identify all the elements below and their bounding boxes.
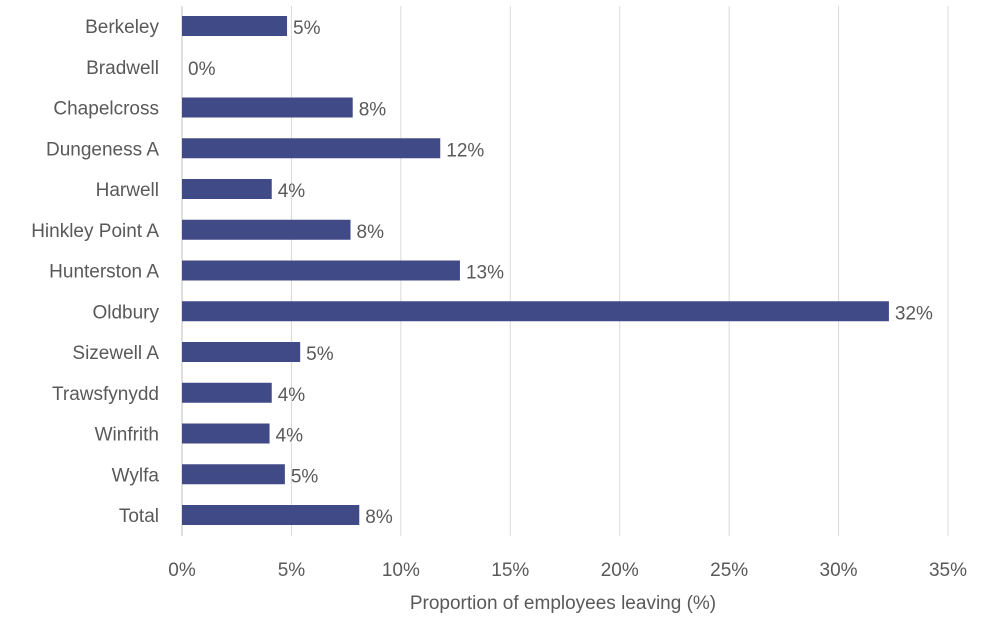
- data-label: 5%: [306, 344, 334, 365]
- bar: [182, 342, 301, 362]
- data-label: 13%: [466, 263, 504, 284]
- category-label: Sizewell A: [72, 343, 159, 364]
- bar: [182, 138, 441, 159]
- category-label: Wylfa: [112, 465, 160, 486]
- category-label: Hinkley Point A: [31, 221, 159, 242]
- bar: [182, 382, 272, 403]
- bar: [182, 464, 285, 485]
- category-label: Berkeley: [85, 17, 159, 38]
- data-label: 8%: [365, 507, 393, 528]
- category-label: Bradwell: [86, 58, 159, 79]
- bar: [182, 260, 460, 281]
- data-label: 5%: [291, 466, 319, 487]
- category-label: Dungeness A: [46, 139, 159, 160]
- bar: [182, 179, 272, 199]
- category-label: Harwell: [96, 180, 159, 201]
- category-label: Trawsfynydd: [52, 384, 159, 405]
- x-axis-title: Proportion of employees leaving (%): [410, 593, 716, 614]
- x-tick-labels: 0% 5% 10% 15% 20% 25% 30% 35%: [168, 560, 967, 581]
- data-label: 4%: [276, 426, 304, 447]
- x-tick-label: 10%: [382, 560, 420, 581]
- data-label: 4%: [278, 181, 306, 202]
- x-tick-label: 25%: [710, 560, 748, 581]
- bar: [182, 505, 360, 525]
- bars: [182, 16, 889, 525]
- x-tick-label: 15%: [491, 560, 529, 581]
- category-label: Chapelcross: [53, 99, 159, 120]
- bar: [182, 219, 351, 240]
- bar: [182, 16, 288, 36]
- category-label: Oldbury: [92, 302, 159, 323]
- data-labels: 5%0%8%12%4%8%13%32%5%4%4%5%8%: [188, 18, 933, 528]
- x-tick-label: 5%: [278, 560, 306, 581]
- data-label: 0%: [188, 59, 216, 80]
- category-labels: Berkeley Bradwell Chapelcross Dungeness A Ha…: [31, 17, 159, 527]
- data-label: 4%: [278, 385, 306, 406]
- category-label: Total: [119, 506, 159, 527]
- data-label: 32%: [895, 303, 933, 324]
- x-tick-label: 0%: [168, 560, 196, 581]
- data-label: 5%: [293, 18, 321, 39]
- gridlines: [181, 6, 949, 536]
- data-label: 8%: [357, 222, 385, 243]
- x-tick-label: 35%: [929, 560, 967, 581]
- bar: [182, 423, 270, 444]
- category-label: Hunterston A: [49, 262, 159, 283]
- bar: [182, 97, 353, 118]
- data-label: 12%: [446, 140, 484, 161]
- category-label: Winfrith: [95, 425, 159, 446]
- bar: [182, 301, 889, 322]
- x-tick-label: 20%: [601, 560, 639, 581]
- x-tick-label: 30%: [820, 560, 858, 581]
- data-label: 8%: [359, 100, 387, 121]
